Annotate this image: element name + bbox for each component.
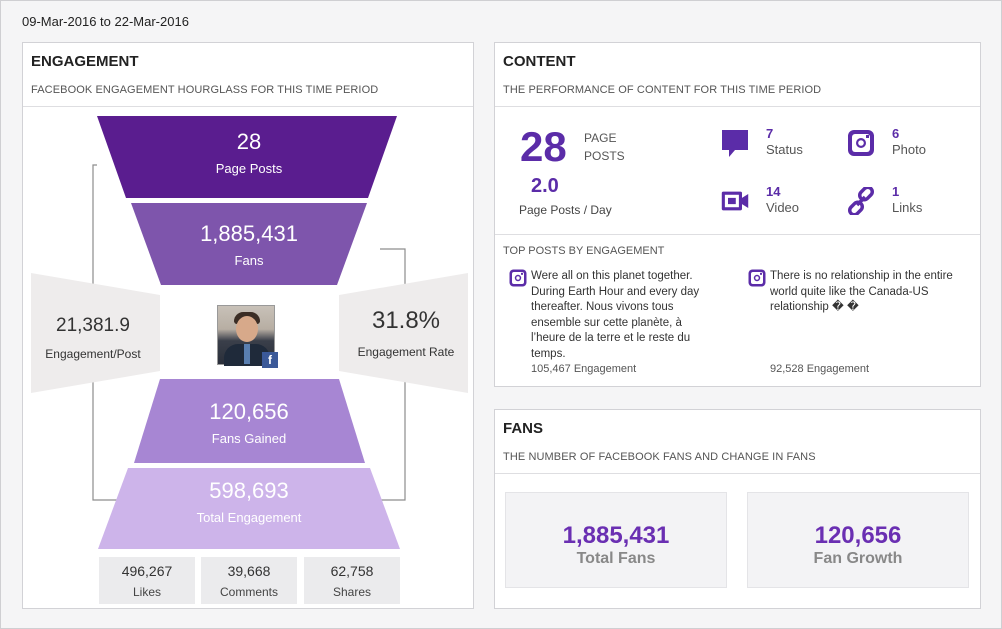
top-post-1[interactable]: Were all on this planet together. During… <box>509 269 724 384</box>
photo-count: 6 <box>892 126 900 141</box>
post-line: relationship � � <box>770 301 859 313</box>
content-divider <box>495 106 980 107</box>
engagement-subtitle: FACEBOOK ENGAGEMENT HOURGLASS FOR THIS T… <box>31 84 379 96</box>
top-post-1-text: Were all on this planet together. During… <box>531 269 699 362</box>
post-line: Were all on this planet together. <box>531 270 693 282</box>
fans-gained-label: Fans Gained <box>211 431 287 446</box>
top-post-2-text: There is no relationship in the entire w… <box>770 269 953 316</box>
fans-divider <box>495 473 980 474</box>
links-label: Links <box>892 200 923 215</box>
page-avatar[interactable]: f <box>217 305 278 368</box>
total-engagement-tier <box>98 468 400 549</box>
engagement-per-post-value: 21,381.9 <box>56 315 130 336</box>
top-posts-title: TOP POSTS BY ENGAGEMENT <box>503 245 665 257</box>
content-inner-divider <box>495 234 980 235</box>
status-count: 7 <box>766 126 774 141</box>
post-line: There is no relationship in the entire <box>770 270 953 282</box>
post-line: l’heure de la terre et le reste du <box>531 332 691 344</box>
status-label: Status <box>766 142 803 157</box>
shares-box: 62,758 Shares <box>304 557 400 604</box>
total-fans-label: Total Fans <box>576 550 656 567</box>
status-icon <box>722 130 748 157</box>
fans-value: 1,885,431 <box>200 221 298 246</box>
fans-panel: FANS THE NUMBER OF FACEBOOK FANS AND CHA… <box>494 409 981 609</box>
post-line: temps. <box>531 347 566 360</box>
video-label: Video <box>766 200 800 215</box>
post-line: During Earth Hour and every day <box>531 285 700 298</box>
photo-label: Photo <box>892 142 926 157</box>
page-posts-label-line2: POSTS <box>584 149 625 163</box>
facebook-icon: f <box>262 352 278 368</box>
total-engagement-value: 598,693 <box>209 478 289 503</box>
engagement-rate-wing <box>339 273 468 393</box>
instagram-icon <box>509 269 527 287</box>
video-count: 14 <box>766 184 781 199</box>
post-line: world quite like the Canada-US <box>770 285 929 298</box>
posts-per-day-label: Page Posts / Day <box>519 203 612 217</box>
comments-label: Comments <box>219 585 278 599</box>
page-posts-count: 28 <box>520 123 567 170</box>
fans-gained-value: 120,656 <box>209 399 289 424</box>
top-post-2[interactable]: There is no relationship in the entire w… <box>748 269 978 384</box>
engagement-per-post-wing <box>31 273 160 393</box>
date-range: 09-Mar-2016 to 22-Mar-2016 <box>22 14 189 29</box>
total-fans-card: 1,885,431 Total Fans <box>505 492 727 588</box>
page-posts-label-line1: PAGE <box>584 131 617 145</box>
engagement-divider <box>23 106 473 107</box>
top-post-2-engagement: 92,528 Engagement <box>770 363 870 375</box>
engagement-per-post-label: Engagement/Post <box>45 347 141 361</box>
likes-value: 496,267 <box>121 563 173 579</box>
shares-value: 62,758 <box>330 563 374 579</box>
comments-box: 39,668 Comments <box>201 557 297 604</box>
engagement-hourglass <box>31 116 468 549</box>
posts-per-day-value: 2.0 <box>531 175 559 197</box>
fans-stat: 1,885,431 Fans <box>147 221 351 268</box>
fans-subtitle: THE NUMBER OF FACEBOOK FANS AND CHANGE I… <box>503 451 816 463</box>
total-fans-value: 1,885,431 <box>562 522 670 549</box>
fans-title: FANS <box>503 420 544 437</box>
content-subtitle: THE PERFORMANCE OF CONTENT FOR THIS TIME… <box>503 84 822 96</box>
engagement-per-post-stat: 21,381.9 Engagement/Post <box>33 315 153 361</box>
page-posts-stat: 28 Page Posts <box>147 129 351 176</box>
link-icon <box>847 187 875 215</box>
fans-gained-tier <box>134 379 365 463</box>
page-posts-tier <box>97 116 397 198</box>
likes-label: Likes <box>132 585 161 599</box>
engagement-panel: 28 Page Posts 1,885,431 Fans 21,381.9 En… <box>22 42 474 609</box>
top-post-1-engagement: 105,467 Engagement <box>531 363 637 375</box>
page-posts-label: Page Posts <box>215 161 283 176</box>
likes-box: 496,267 Likes <box>99 557 195 604</box>
fan-growth-card: 120,656 Fan Growth <box>747 492 969 588</box>
content-title: CONTENT <box>503 53 576 70</box>
fans-label: Fans <box>234 253 264 268</box>
engagement-rate-stat: 31.8% Engagement Rate <box>346 307 466 359</box>
links-count: 1 <box>892 184 900 199</box>
page-posts-count-label: PAGE POSTS <box>584 129 625 165</box>
shares-label: Shares <box>332 585 372 599</box>
post-line: ensemble sur cette planète, à <box>531 316 682 329</box>
engagement-title: ENGAGEMENT <box>31 53 139 70</box>
total-engagement-label: Total Engagement <box>196 510 302 525</box>
video-icon <box>721 191 749 211</box>
total-engagement-stat: 598,693 Total Engagement <box>147 478 351 525</box>
comments-value: 39,668 <box>227 563 271 579</box>
post-line: thereafter. Nous vivons tous <box>531 301 674 313</box>
fan-growth-label: Fan Growth <box>813 550 903 567</box>
content-panel: CONTENT THE PERFORMANCE OF CONTENT FOR T… <box>494 42 981 387</box>
photo-icon <box>848 130 874 156</box>
page-posts-value: 28 <box>236 129 262 154</box>
fans-gained-stat: 120,656 Fans Gained <box>147 399 351 446</box>
fans-tier <box>131 203 367 285</box>
instagram-icon <box>748 269 766 287</box>
fan-growth-value: 120,656 <box>814 522 902 549</box>
engagement-rate-value: 31.8% <box>371 307 441 334</box>
engagement-rate-label: Engagement Rate <box>357 345 455 359</box>
